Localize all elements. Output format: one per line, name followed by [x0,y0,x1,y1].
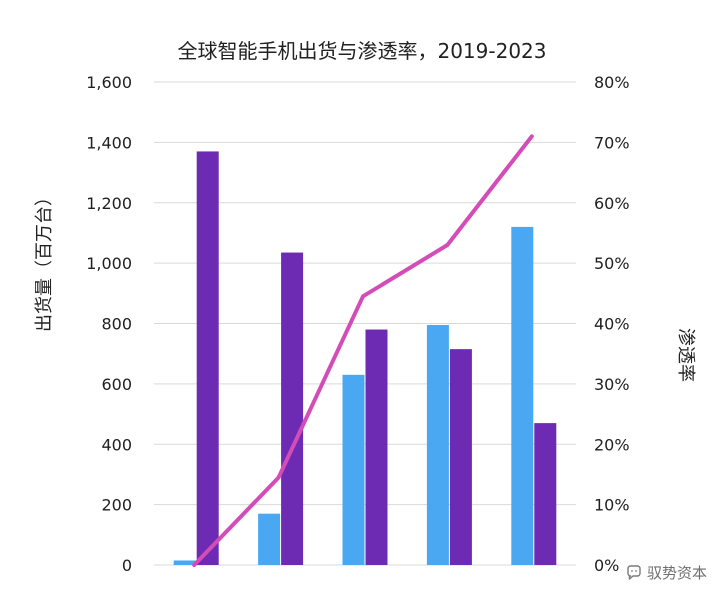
bar-series-1-1 [258,513,281,565]
right-tick-label-1: 10% [594,496,630,515]
left-tick-label-6: 1,200 [86,194,132,213]
bar-series-2-1 [281,252,304,565]
right-tick-label-3: 30% [594,375,630,394]
bar-series-1-0 [173,560,196,565]
left-tick-layer: 0 200 400 600 800 1,000 1,200 1,400 1,600 [86,73,132,575]
bar-series-2-2 [365,329,388,565]
bar-series-2-3 [449,349,472,565]
left-tick-label-0: 0 [122,556,132,575]
line-point-4 [530,134,534,139]
bar-series-1-4 [511,226,534,565]
right-axis-label: 渗透率 [675,328,696,382]
right-tick-label-0: 0% [594,556,619,575]
left-tick-label-4: 800 [101,315,132,334]
left-tick-label-7: 1,400 [86,133,132,152]
bar-series-2-4 [534,423,557,565]
left-tick-label-8: 1,600 [86,73,132,92]
bar-series-1-2 [342,374,365,565]
right-tick-layer: 0% 10% 20% 30% 40% 50% 60% 70% 80% [594,73,630,575]
left-tick-label-5: 1,000 [86,254,132,273]
bar-series-1-3 [426,325,449,565]
right-tick-label-6: 60% [594,194,630,213]
line-point-2 [361,294,365,299]
bar-series-2-0 [196,151,219,565]
right-tick-label-8: 80% [594,73,630,92]
right-tick-label-7: 70% [594,133,630,152]
left-tick-label-3: 600 [101,375,132,394]
left-tick-label-2: 400 [101,435,132,454]
watermark: 驭势资本 [625,564,707,582]
line-layer [192,134,534,567]
line-point-1 [276,475,281,480]
right-tick-label-5: 50% [594,254,630,273]
grid-layer [154,81,576,566]
right-tick-label-4: 40% [594,315,630,334]
chart-title: 全球智能手机出货与渗透率，2019-2023 [177,39,546,63]
line-point-3 [445,243,450,247]
left-tick-label-1: 200 [101,496,132,515]
bar-layer [173,151,557,565]
speech-bubble-icon [627,565,641,580]
line-point-0 [192,563,196,567]
left-axis-label: 出货量（百万台） [34,188,55,332]
watermark-text: 驭势资本 [646,563,707,582]
right-tick-label-2: 20% [594,435,630,454]
